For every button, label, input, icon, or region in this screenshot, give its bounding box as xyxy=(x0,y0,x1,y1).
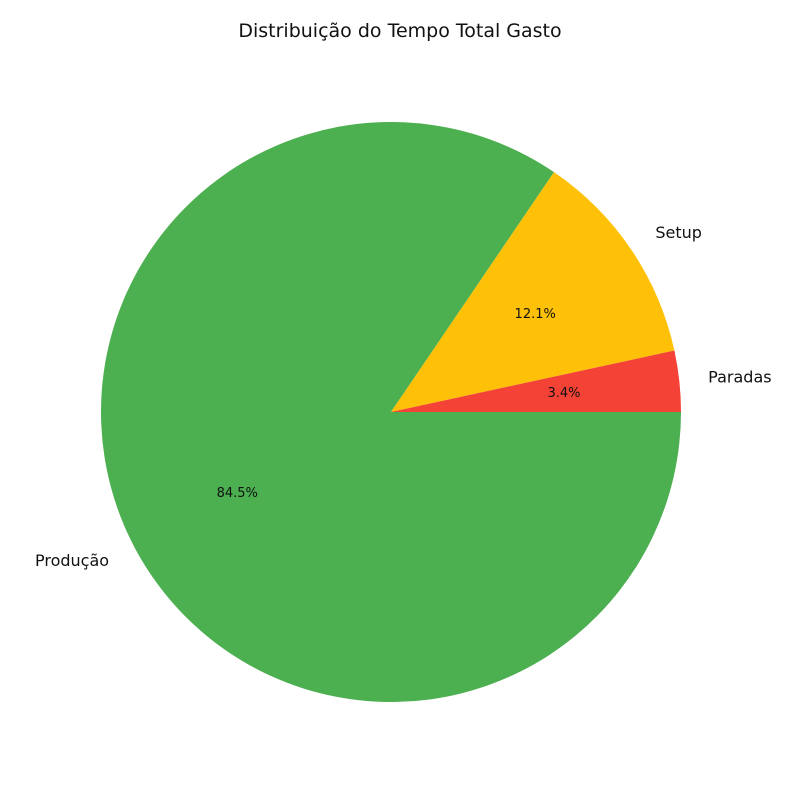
chart-title: Distribuição do Tempo Total Gasto xyxy=(238,20,562,42)
slice-label-producao: Produção xyxy=(35,551,109,570)
slice-label-setup: Setup xyxy=(655,223,702,242)
pie-slice-setup xyxy=(391,172,675,412)
pie-slices xyxy=(101,122,682,703)
pie-labels: Produção 84.5% Setup 12.1% Paradas 3.4% xyxy=(35,223,772,570)
pie-slice-paradas xyxy=(391,350,681,412)
pie-slice-producao xyxy=(101,122,682,703)
slice-label-paradas: Paradas xyxy=(708,367,771,386)
pct-label-setup: 12.1% xyxy=(515,307,556,322)
pct-label-producao: 84.5% xyxy=(217,486,258,501)
pct-label-paradas: 3.4% xyxy=(547,386,580,401)
